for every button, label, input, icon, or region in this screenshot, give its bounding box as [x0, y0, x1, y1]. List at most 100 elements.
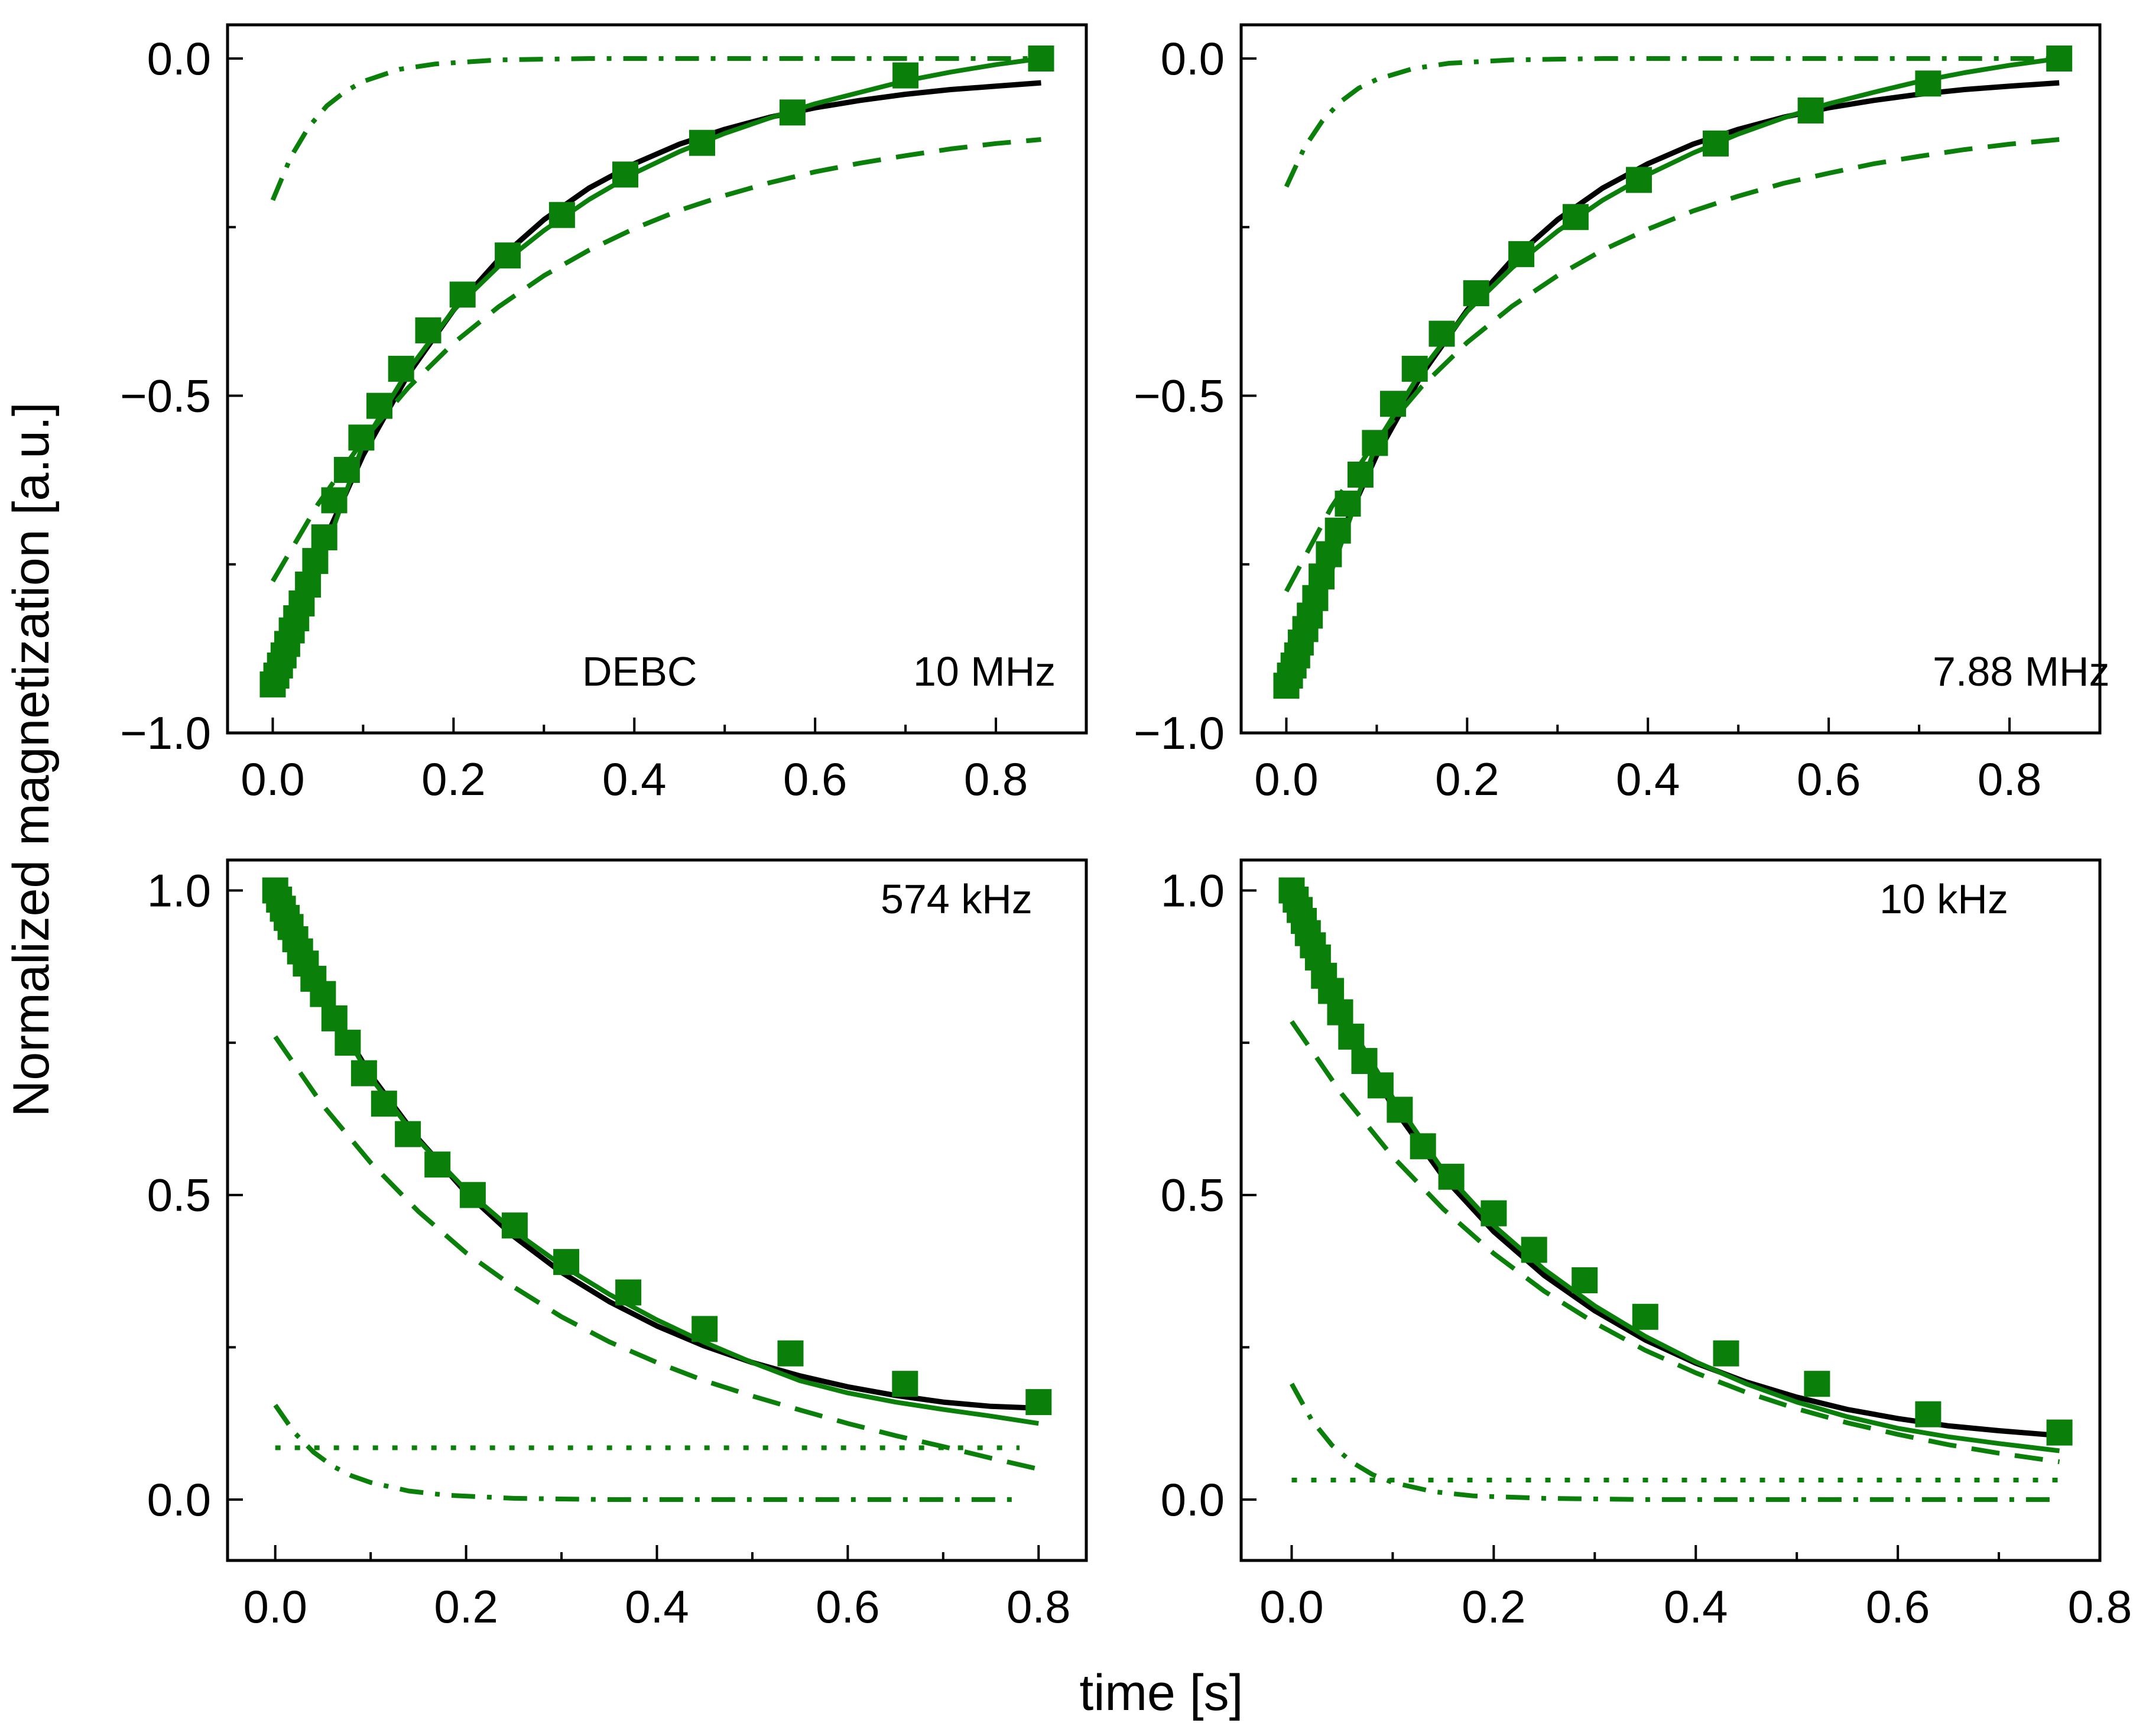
- data-marker: [1508, 241, 1535, 267]
- data-marker: [1428, 320, 1455, 347]
- data-marker: [1915, 70, 1942, 97]
- data-marker: [1703, 130, 1729, 157]
- y-axis-title: Normalized magnetization [a.u.]: [3, 402, 60, 1117]
- series-component-2-line: [1290, 1383, 2060, 1502]
- panel-annotation: 10 kHz: [1879, 876, 2008, 922]
- series-component-1-line: [271, 137, 1041, 583]
- x-axis-title: time [s]: [1079, 1664, 1243, 1721]
- data-marker: [310, 981, 336, 1007]
- series-component-2-line: [270, 56, 1041, 202]
- y-tick-label: 0.0: [1161, 33, 1225, 85]
- x-tick-label: 0.8: [964, 753, 1028, 805]
- x-tick-label: 0.8: [1007, 1581, 1070, 1633]
- x-tick-label: 0.2: [1435, 753, 1499, 805]
- data-marker: [1401, 355, 1428, 382]
- y-tick-label: 1.0: [1161, 865, 1225, 917]
- data-marker: [1438, 1163, 1465, 1190]
- x-tick-label: 0.0: [241, 753, 304, 805]
- data-marker: [449, 281, 476, 308]
- data-marker: [892, 1371, 918, 1397]
- data-marker: [1347, 462, 1374, 488]
- data-marker: [779, 99, 806, 126]
- data-marker: [348, 424, 375, 451]
- data-marker: [321, 487, 348, 514]
- y-tick-label: −1.0: [120, 707, 211, 759]
- y-tick-label: −0.5: [120, 370, 211, 422]
- data-marker: [1626, 167, 1652, 193]
- data-marker: [424, 1151, 451, 1178]
- x-tick-label: 0.6: [816, 1581, 879, 1633]
- plot-frame: [226, 23, 1088, 735]
- data-marker: [1316, 541, 1342, 567]
- data-marker: [1335, 491, 1361, 517]
- data-marker: [350, 1060, 377, 1086]
- x-tick-label: 0.2: [1462, 1581, 1525, 1633]
- data-marker: [459, 1182, 486, 1208]
- x-tick-label: 0.8: [2068, 1581, 2132, 1633]
- panel-annotation: 10 MHz: [913, 648, 1056, 695]
- panel-annotation: DEBC: [582, 648, 697, 695]
- data-marker: [1324, 517, 1351, 544]
- data-marker: [335, 1030, 361, 1056]
- x-tick-label: 0.8: [1978, 753, 2041, 805]
- x-tick-label: 0.6: [1866, 1581, 1930, 1633]
- data-marker: [388, 355, 414, 382]
- x-tick-label: 0.0: [244, 1581, 307, 1633]
- data-marker: [1025, 1389, 1052, 1416]
- data-marker: [612, 161, 638, 188]
- data-marker: [1351, 1048, 1378, 1074]
- data-marker: [892, 62, 919, 89]
- plot-area: [262, 877, 1052, 1502]
- data-marker: [333, 457, 360, 483]
- data-marker: [302, 548, 329, 575]
- data-marker: [371, 1091, 397, 1117]
- data-marker: [1562, 204, 1589, 231]
- data-marker: [501, 1212, 528, 1239]
- x-tick-label: 0.4: [1664, 1581, 1728, 1633]
- panel-bottom-left: 0.0 0.2 0.4 0.6 0.8 0.0 0.5 1.0 574 kHz: [147, 858, 1088, 1633]
- data-marker: [321, 1005, 348, 1031]
- data-marker: [1410, 1133, 1436, 1160]
- series-component-1-line: [1284, 137, 2060, 593]
- data-marker: [1367, 1072, 1394, 1099]
- x-tick-label: 0.4: [1616, 753, 1680, 805]
- y-tick-label: 0.0: [147, 1474, 211, 1526]
- x-tick-label: 0.2: [434, 1581, 498, 1633]
- series-component-2-line: [1284, 56, 2060, 188]
- panel-top-left: 0.0 0.2 0.4 0.6 0.8 −1.0 −0.5 0.0 DEBC 10 MHz: [120, 23, 1088, 805]
- data-marker: [1327, 999, 1353, 1026]
- data-marker: [691, 1316, 718, 1342]
- data-marker: [1028, 46, 1054, 72]
- data-marker: [495, 242, 521, 269]
- data-marker: [1380, 391, 1406, 417]
- data-marker: [548, 202, 575, 228]
- y-tick-label: 0.0: [1161, 1474, 1225, 1526]
- plot-frame: [1239, 23, 2102, 735]
- data-marker: [2046, 1419, 2073, 1446]
- data-marker: [1362, 430, 1388, 456]
- data-marker: [1797, 97, 1824, 124]
- x-tick-label: 0.0: [1259, 1581, 1323, 1633]
- y-tick-label: −1.0: [1134, 707, 1225, 759]
- data-marker: [1481, 1200, 1507, 1226]
- data-marker: [553, 1249, 580, 1276]
- x-tick-label: 0.2: [421, 753, 485, 805]
- y-tick-label: −0.5: [1134, 370, 1225, 422]
- x-tick-label: 0.4: [625, 1581, 689, 1633]
- panel-bottom-right: 0.0 0.2 0.4 0.6 0.8 0.0 0.5 1.0 10 kHz: [1161, 858, 2132, 1633]
- panel-top-right: 0.0 0.2 0.4 0.6 0.8 −1.0 −0.5 0.0 7.88 MHz: [1134, 23, 2110, 805]
- series-component-2-line: [273, 1403, 1020, 1502]
- plot-area: [259, 46, 1054, 697]
- data-marker: [1338, 1023, 1365, 1050]
- data-marker: [1387, 1096, 1413, 1123]
- data-marker: [1804, 1371, 1830, 1397]
- data-marker: [1521, 1237, 1547, 1263]
- series-fit-connecting-line: [273, 889, 1039, 1426]
- data-marker: [2046, 46, 2073, 72]
- plot-area: [1273, 46, 2073, 699]
- y-tick-label: 0.5: [1161, 1169, 1225, 1221]
- data-marker: [689, 129, 715, 156]
- panel-annotation: 7.88 MHz: [1933, 648, 2110, 695]
